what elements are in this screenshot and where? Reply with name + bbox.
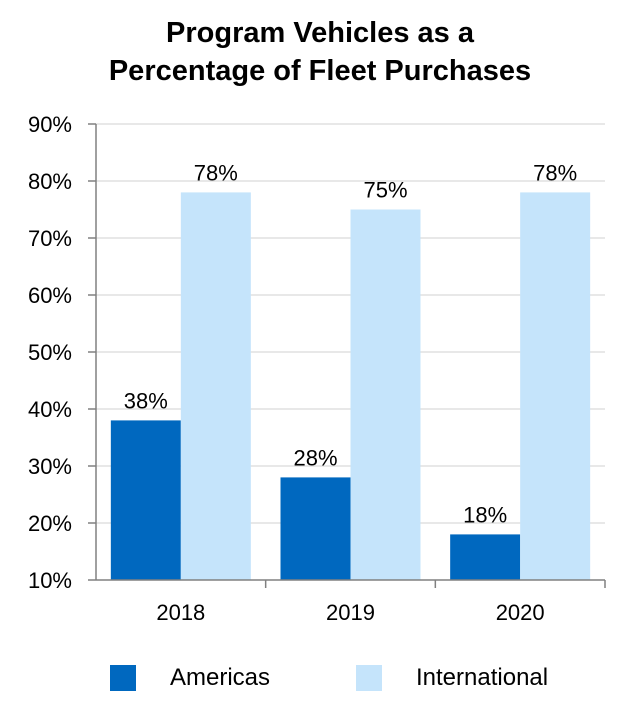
y-tick-label: 20% [28, 511, 72, 536]
bar-international-2018 [180, 192, 251, 580]
chart-title-line-1: Program Vehicles as a [166, 17, 474, 49]
data-label: 78% [533, 160, 577, 185]
data-label: 38% [124, 388, 168, 413]
bar-americas-2018 [110, 420, 181, 580]
data-label: 28% [293, 445, 337, 470]
y-tick-label: 30% [28, 454, 72, 479]
chart-title: Program Vehicles as a Percentage of Flee… [0, 14, 640, 90]
data-label: 78% [194, 160, 238, 185]
legend-swatch-international [356, 665, 382, 691]
y-tick-label: 80% [28, 169, 72, 194]
x-tick-label: 2020 [496, 600, 545, 625]
bar-chart: 10% 20% 30% 40% 50% 60% 70% 80% 90% 38% 78% 2018 28%… [28, 112, 606, 625]
data-label: 75% [363, 178, 407, 203]
legend-label-americas: Americas [170, 664, 271, 691]
bar-international-2020 [520, 192, 591, 580]
y-tick-label: 60% [28, 283, 72, 308]
bars [110, 192, 591, 580]
y-tick-label: 10% [28, 568, 72, 593]
bar-international-2019 [350, 209, 421, 580]
legend-item-americas: Americas [110, 660, 270, 696]
x-tick-label: 2019 [326, 600, 375, 625]
data-label: 18% [463, 502, 507, 527]
chart-title-line-2: Percentage of Fleet Purchases [108, 55, 532, 87]
y-tick-label: 90% [28, 112, 72, 137]
legend-label-international: International [416, 664, 549, 691]
bar-americas-2020 [450, 534, 521, 580]
bar-americas-2019 [280, 477, 351, 580]
legend: Americas International [0, 660, 640, 696]
labels: 10% 20% 30% 40% 50% 60% 70% 80% 90% 38% 78% 2018 28%… [28, 112, 577, 625]
x-tick-label: 2018 [156, 600, 205, 625]
legend-item-international: International [356, 660, 548, 696]
axes [88, 123, 606, 588]
legend-swatch-americas [110, 665, 136, 691]
y-tick-label: 40% [28, 397, 72, 422]
y-tick-label: 50% [28, 340, 72, 365]
y-tick-label: 70% [28, 226, 72, 251]
